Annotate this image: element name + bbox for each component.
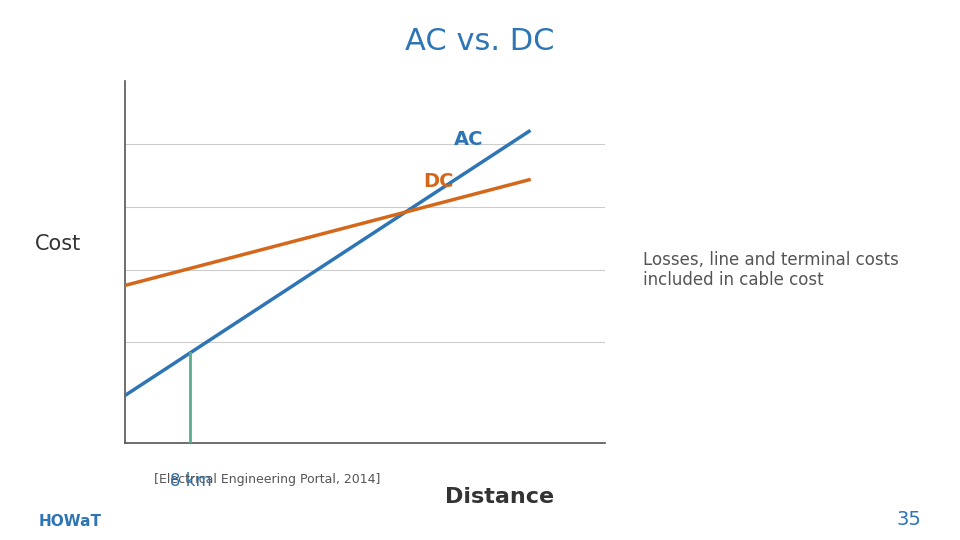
Text: 35: 35 bbox=[897, 510, 922, 529]
Text: AC: AC bbox=[454, 130, 483, 149]
Text: Distance: Distance bbox=[444, 487, 554, 507]
Text: DC: DC bbox=[422, 172, 453, 191]
Text: 8 km: 8 km bbox=[170, 471, 211, 490]
Text: [Electrical Engineering Portal, 2014]: [Electrical Engineering Portal, 2014] bbox=[154, 473, 380, 486]
Text: Cost: Cost bbox=[35, 234, 81, 254]
Text: HOWaT: HOWaT bbox=[38, 514, 102, 529]
Text: AC vs. DC: AC vs. DC bbox=[405, 27, 555, 56]
Text: Losses, line and terminal costs
included in cable cost: Losses, line and terminal costs included… bbox=[643, 251, 900, 289]
